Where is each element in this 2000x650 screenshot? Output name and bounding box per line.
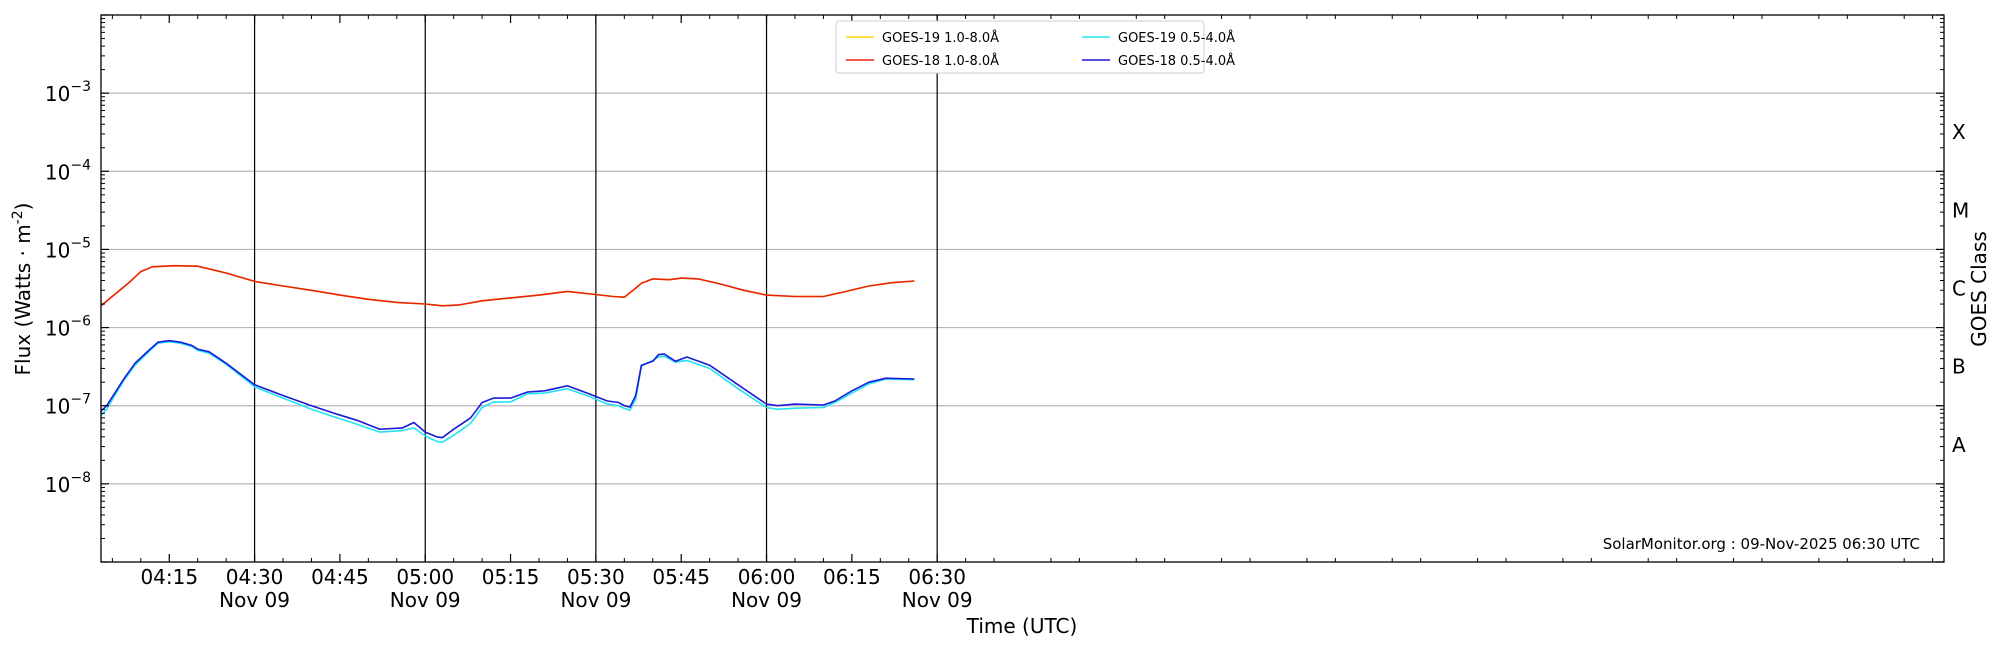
goes-class-label: M bbox=[1952, 198, 1969, 222]
legend-label: GOES-19 0.5-4.0Å bbox=[1118, 30, 1235, 46]
series-group bbox=[100, 264, 915, 444]
y-tick-label: 10−6 bbox=[45, 314, 91, 341]
legend-label: GOES-18 0.5-4.0Å bbox=[1118, 53, 1235, 69]
x-tick-label: 06:30 bbox=[908, 565, 966, 589]
x-tick-date-label: Nov 09 bbox=[390, 588, 461, 612]
x-tick-label: 06:00 bbox=[738, 565, 796, 589]
y-tick-label: 10−5 bbox=[45, 235, 91, 262]
legend-label: GOES-18 1.0-8.0Å bbox=[882, 53, 999, 69]
x-tick-date-label: Nov 09 bbox=[560, 588, 631, 612]
y-tick-label: 10−8 bbox=[45, 470, 91, 497]
goes-class-label: C bbox=[1952, 277, 1966, 301]
y-tick-label: 10−3 bbox=[45, 79, 91, 106]
x-tick-label: 05:00 bbox=[396, 565, 454, 589]
y-tick-labels: 10−8 10−7 10−6 10−5 10−4 10−3 bbox=[45, 79, 91, 497]
goes-class-label: X bbox=[1952, 120, 1966, 144]
watermark-text: SolarMonitor.org : 09-Nov-2025 06:30 UTC bbox=[1603, 535, 1920, 553]
x-axis-title: Time (UTC) bbox=[966, 614, 1078, 638]
x-tick-label: 04:45 bbox=[311, 565, 369, 589]
goes-class-labels: X M C B A bbox=[1952, 120, 1969, 457]
y-axis-title: Flux (Watts · m-2) bbox=[10, 203, 35, 376]
x-tick-date-label: Nov 09 bbox=[902, 588, 973, 612]
legend-label: GOES-19 1.0-8.0Å bbox=[882, 30, 999, 46]
x-tick-label: 05:45 bbox=[652, 565, 710, 589]
y-tick-label: 10−4 bbox=[45, 157, 91, 184]
right-axis-title: GOES Class bbox=[1967, 231, 1991, 347]
plot-area-frame bbox=[100, 14, 1945, 563]
y-tick-label: 10−7 bbox=[45, 392, 91, 419]
series-line-4 bbox=[100, 339, 915, 439]
x-tick-date-label: Nov 09 bbox=[219, 588, 290, 612]
series-line-2 bbox=[100, 264, 915, 307]
goes-class-label: B bbox=[1952, 355, 1966, 379]
legend-box bbox=[835, 20, 1205, 74]
goes-class-label: A bbox=[1952, 433, 1966, 457]
x-tick-label: 04:15 bbox=[140, 565, 198, 589]
legend: GOES-19 1.0-8.0Å GOES-18 1.0-8.0Å GOES-19 … bbox=[835, 20, 1235, 74]
x-tick-label: 06:15 bbox=[823, 565, 881, 589]
x-tick-label: 05:30 bbox=[567, 565, 625, 589]
date-boundary-lines bbox=[253, 15, 938, 562]
x-tick-label: 05:15 bbox=[482, 565, 540, 589]
gridlines bbox=[101, 92, 1944, 485]
series-line-3 bbox=[100, 340, 915, 444]
x-tick-label: 04:30 bbox=[226, 565, 284, 589]
x-tick-date-label: Nov 09 bbox=[731, 588, 802, 612]
axis-ticks bbox=[101, 14, 1944, 563]
